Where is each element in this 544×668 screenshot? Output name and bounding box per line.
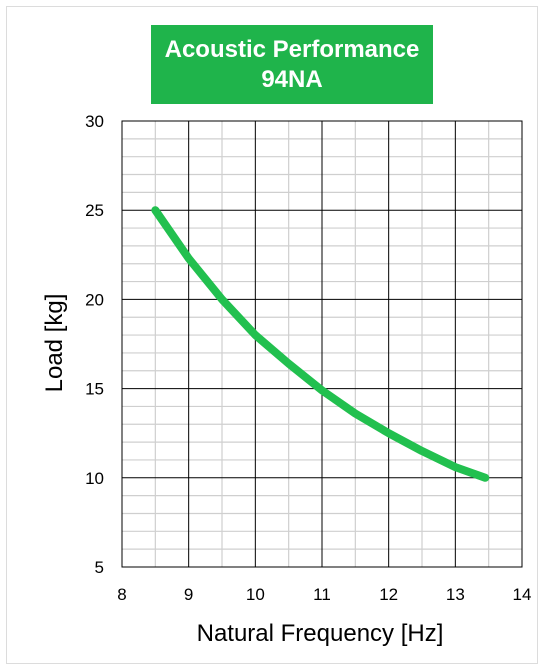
x-tick-label: 12 [379, 585, 398, 604]
y-tick-label: 20 [85, 290, 104, 309]
y-tick-labels: 30 25 20 15 10 5 [85, 112, 104, 577]
x-tick-label: 10 [246, 585, 265, 604]
x-tick-labels: 8 9 10 11 12 13 14 [117, 585, 531, 604]
x-tick-label: 14 [513, 585, 532, 604]
y-tick-label: 30 [85, 112, 104, 131]
series-line [151, 206, 490, 482]
y-axis-title: Load [kg] [41, 294, 68, 393]
plot-area-border [121, 120, 523, 568]
plot-border [121, 120, 523, 568]
x-tick-label: 9 [184, 585, 193, 604]
y-tick-label: 25 [85, 201, 104, 220]
y-tick-label: 15 [85, 380, 104, 399]
y-tick-label: 10 [85, 469, 104, 488]
chart-frame [6, 6, 538, 664]
x-tick-label: 8 [117, 585, 126, 604]
chart-subtitle: 94NA [261, 65, 323, 93]
x-axis-title: Natural Frequency [Hz] [197, 620, 444, 647]
chart-title-box: Acoustic Performance 94NA [151, 25, 433, 104]
x-tick-label: 11 [313, 585, 331, 604]
x-tick-label: 13 [446, 585, 465, 604]
major-grid [121, 120, 523, 568]
series-layer [151, 206, 490, 482]
chart-title: Acoustic Performance [164, 35, 420, 63]
y-tick-label: 5 [95, 558, 104, 577]
